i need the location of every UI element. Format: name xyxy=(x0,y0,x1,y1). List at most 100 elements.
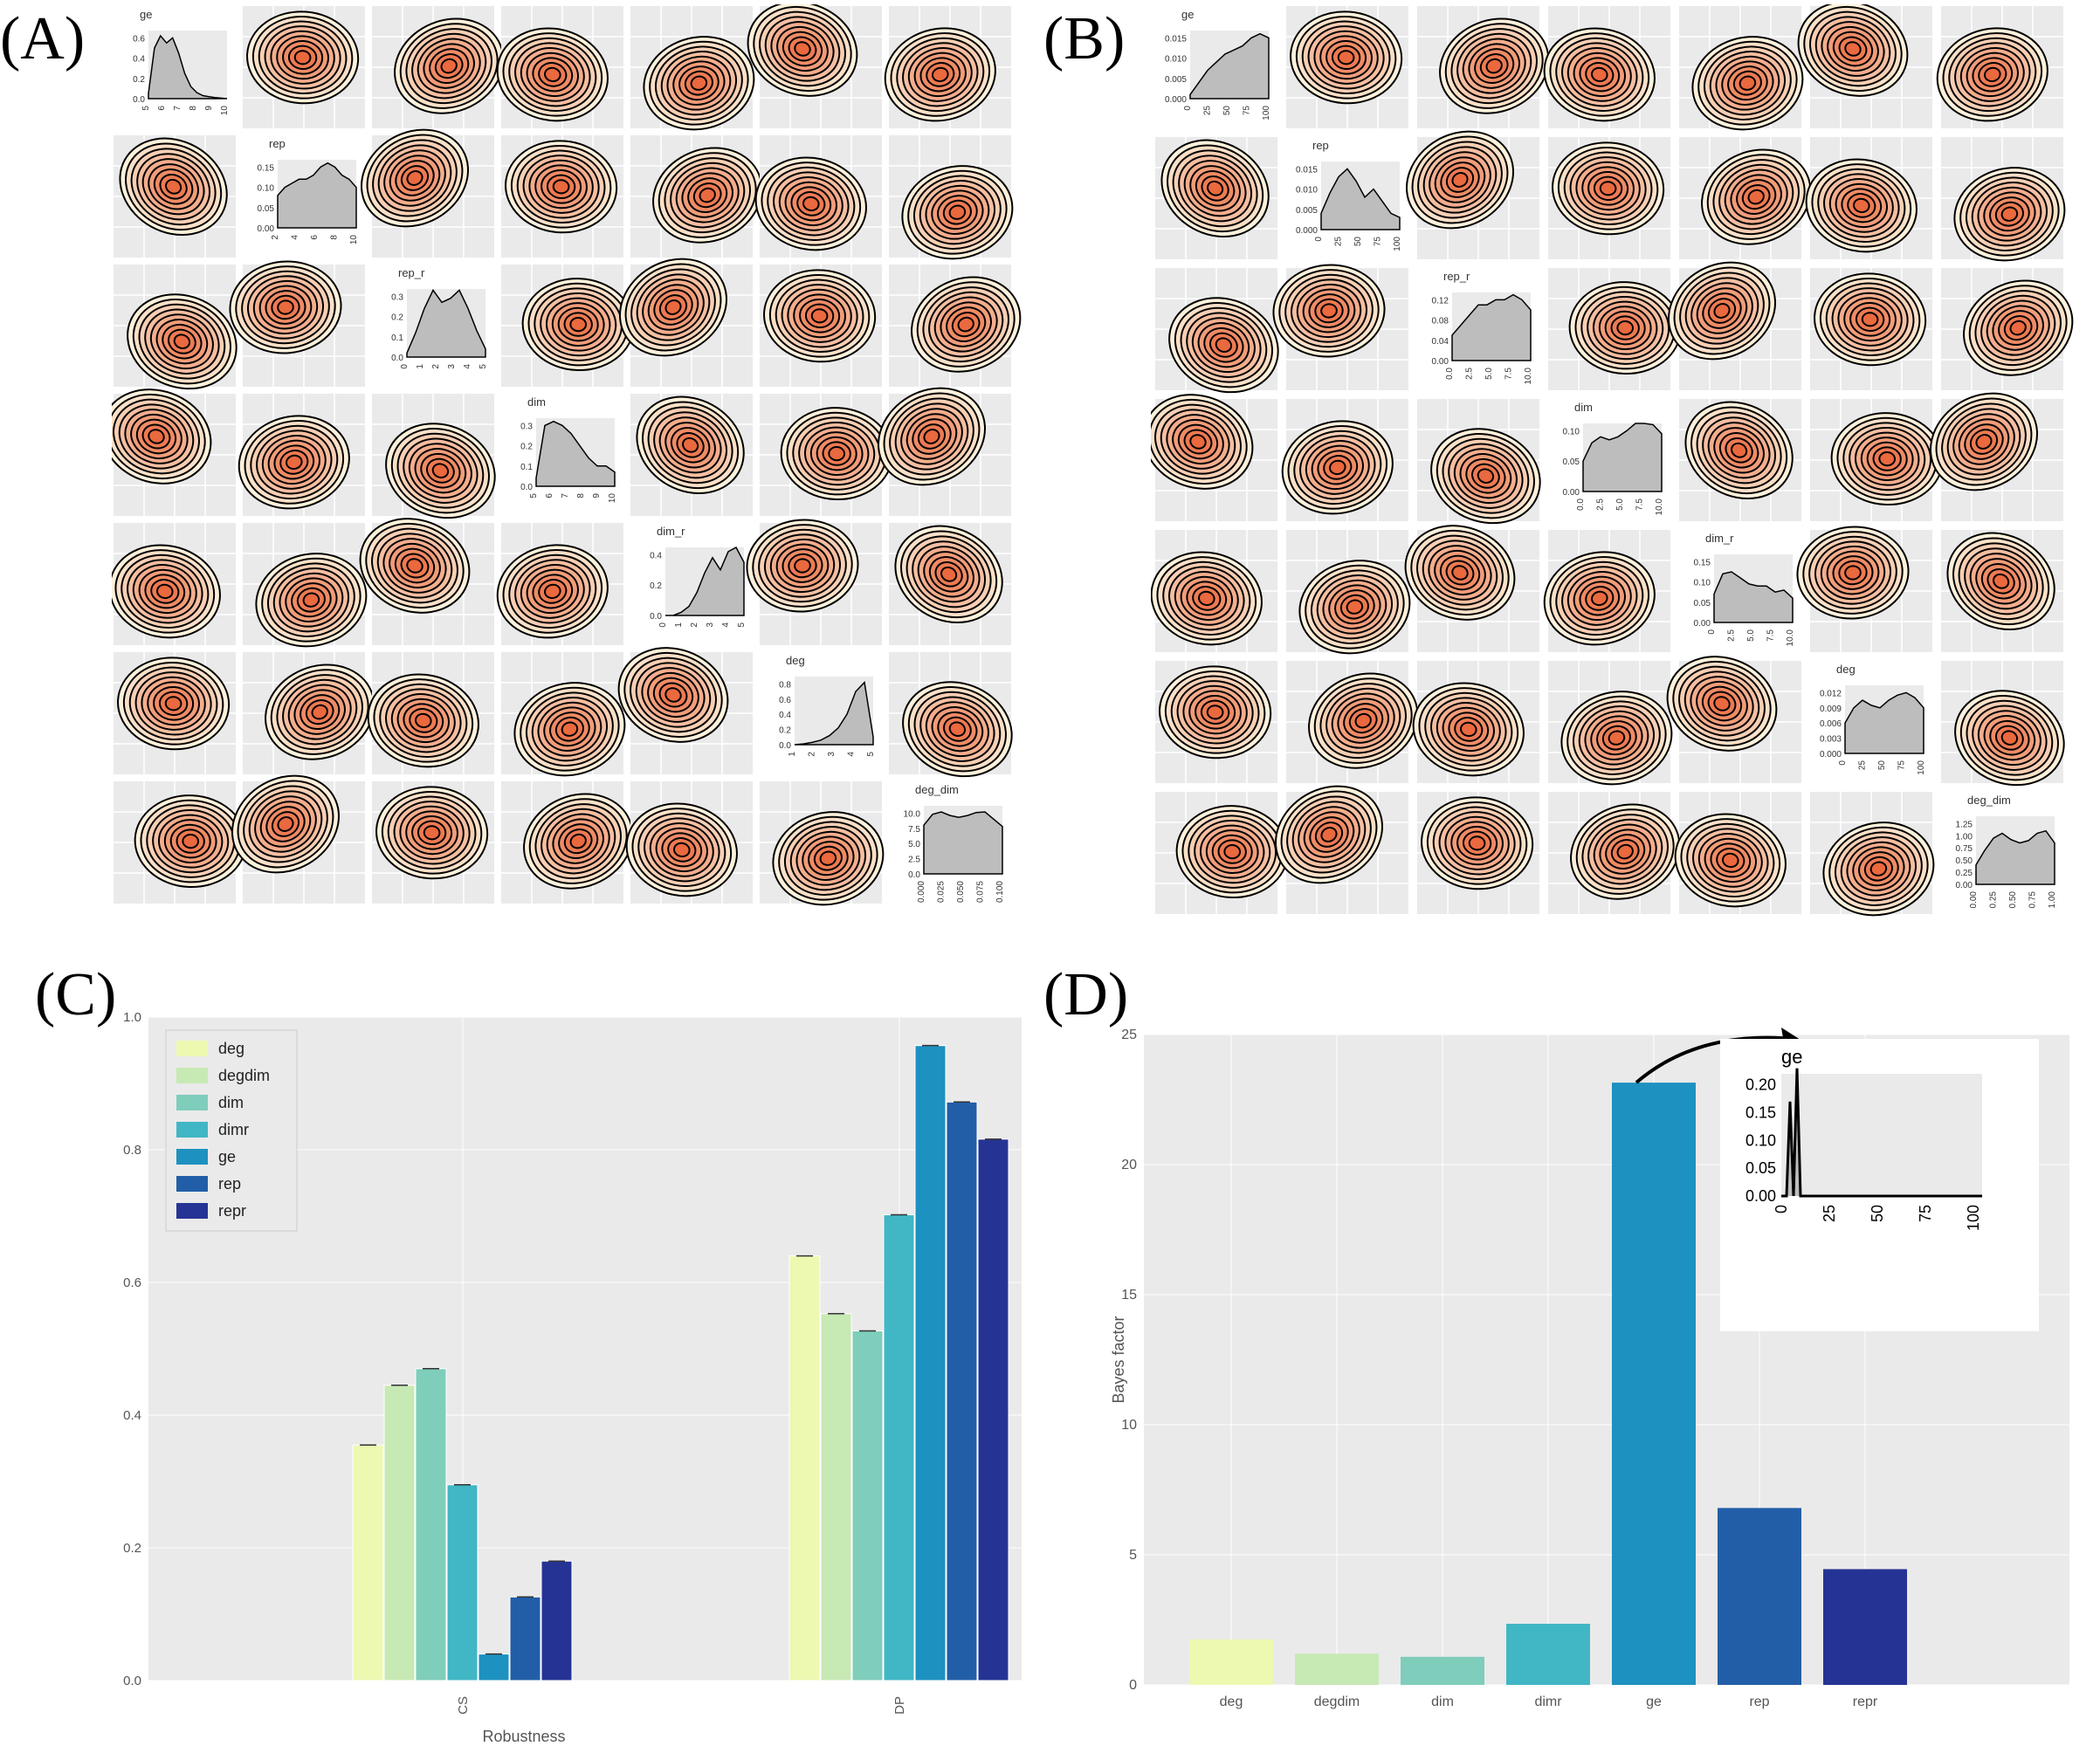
density-xtick: 3 xyxy=(706,622,715,628)
legend-label-repr: repr xyxy=(218,1202,246,1220)
matrix-cell-deg-deg: deg 0.8 0.6 0.4 0.2 0.01 2 3 4 5 xyxy=(779,654,876,757)
density-xtick: 0.050 xyxy=(956,881,966,903)
density-xtick: 0.0 xyxy=(1576,498,1586,511)
density-ytick: 0.0 xyxy=(133,95,145,105)
density-area xyxy=(1975,829,2055,885)
density-xtick: 0 xyxy=(400,364,410,369)
contour-ring xyxy=(1878,450,1897,467)
matrix-cell-ge-dim_r xyxy=(1679,6,1804,131)
y-tick-label: 0 xyxy=(1129,1678,1137,1693)
density-xtick: 5.0 xyxy=(1615,498,1625,511)
matrix-cell-deg-dim xyxy=(501,652,626,777)
panel-label-a: (A) xyxy=(0,5,86,72)
contour-ring xyxy=(1189,434,1207,450)
contour-ring xyxy=(544,583,561,600)
matrix-cell-dim_r-rep xyxy=(243,523,368,648)
matrix-cell-dim_r-rep_r xyxy=(1404,525,1539,652)
contour-ring xyxy=(415,712,432,729)
density-xtick: 0 xyxy=(1838,760,1848,766)
legend-swatch-rep xyxy=(176,1176,208,1192)
bar-chart-c: 0.0 0.2 0.4 0.6 0.8 1.0 CS DP Robustness deg degdi… xyxy=(123,1010,1022,1745)
bar-rep-CS xyxy=(509,1596,541,1681)
matrix-cell-dim-rep_r xyxy=(1417,399,1541,525)
contour-ring xyxy=(1223,843,1242,860)
density-ytick: 2.5 xyxy=(908,856,920,865)
matrix-cell-ge-rep xyxy=(1286,6,1408,128)
matrix-cell-dim_r-deg_dim xyxy=(889,523,1011,645)
density-xtick: 10.0 xyxy=(1655,498,1664,516)
inset-plot xyxy=(1781,1074,1982,1196)
matrix-cell-dim-dim: dim 0.3 0.2 0.1 0.05 6 7 8 9 10 xyxy=(520,395,617,503)
matrix-cell-ge-dim_r xyxy=(630,6,755,131)
matrix-cell-deg_dim-deg_dim: deg_dim 1.25 1.00 0.75 0.50 0.25 0.000.00 0.25 0… xyxy=(1956,794,2057,908)
legend-label-degdim: degdim xyxy=(218,1067,270,1084)
contour-ring xyxy=(1320,303,1338,319)
density-area xyxy=(1189,32,1270,100)
matrix-cell-deg-rep_r xyxy=(367,652,494,774)
matrix-cell-dim_r-dim_r: dim_r 0.4 0.2 0.00 1 2 3 4 5 xyxy=(650,525,747,628)
matrix-cell-ge-ge: ge 0.6 0.4 0.2 0.05 6 7 8 9 10 xyxy=(133,8,230,115)
density-xtick: 7.5 xyxy=(1504,368,1514,380)
density-xtick: 100 xyxy=(1393,237,1402,251)
density-ytick: 0.00 xyxy=(1694,619,1711,629)
matrix-cell-deg-rep xyxy=(243,652,375,774)
density-xtick: 75 xyxy=(1897,760,1907,771)
matrix-cell-dim-deg xyxy=(1810,399,1944,521)
legend-swatch-dim xyxy=(176,1095,208,1110)
matrix-cell-rep-dim xyxy=(1548,137,1670,259)
matrix-cell-dim-deg_dim xyxy=(1930,392,2063,521)
density-xtick: 4 xyxy=(463,364,472,369)
density-ytick: 10.0 xyxy=(904,809,921,819)
density-ytick: 0.15 xyxy=(258,163,275,173)
density-ytick: 0.05 xyxy=(1563,457,1580,467)
density-xtick: 6 xyxy=(157,106,167,111)
arrow-line xyxy=(1635,1035,1794,1084)
matrix-cell-deg_dim-rep_r xyxy=(1417,792,1539,914)
density-ytick: 0.00 xyxy=(1432,357,1449,367)
y-tick-label: 1.0 xyxy=(123,1010,141,1025)
matrix-cell-ge-dim xyxy=(1543,6,1670,128)
matrix-cell-rep_r-dim xyxy=(501,265,635,387)
density-xtick: 0.25 xyxy=(1989,891,1999,909)
density-ytick: 5.0 xyxy=(908,840,920,849)
matrix-cell-dim_r-rep xyxy=(1286,530,1411,655)
density-ytick: 0.2 xyxy=(391,313,403,323)
bar-rep-DP xyxy=(946,1101,978,1681)
matrix-cell-rep_r-dim_r xyxy=(619,258,753,387)
contour-ring xyxy=(1320,827,1338,842)
density-ytick: 0.4 xyxy=(133,55,145,65)
matrix-cell-ge-rep xyxy=(243,6,365,128)
density-ytick: 0.6 xyxy=(779,696,791,705)
matrix-cell-rep-ge xyxy=(114,135,236,258)
contour-ring xyxy=(1844,565,1862,581)
density-area xyxy=(1451,293,1532,361)
inset-ytick: 0.20 xyxy=(1745,1076,1776,1094)
matrix-cell-rep_r-rep xyxy=(229,260,365,387)
density-xtick: 0 xyxy=(1183,106,1193,111)
contour-ring xyxy=(156,583,174,600)
density-title: dim_r xyxy=(657,525,685,538)
density-xtick: 7 xyxy=(173,106,182,111)
contour-ring xyxy=(2009,320,2027,336)
bar-dim-CS xyxy=(415,1368,447,1681)
bar-dimr-DP xyxy=(883,1213,915,1681)
contour-ring xyxy=(286,454,303,471)
density-ytick: 0.000 xyxy=(1296,226,1318,236)
matrix-cell-rep_r-deg_dim xyxy=(889,265,1022,387)
density-title: rep_r xyxy=(398,266,425,279)
contour-ring xyxy=(948,721,967,737)
density-xtick: 9 xyxy=(204,106,214,111)
contour-ring xyxy=(1477,468,1495,484)
density-xtick: 10.0 xyxy=(1524,368,1533,385)
density-title: dim xyxy=(1574,401,1593,414)
matrix-cell-deg_dim-deg xyxy=(1810,792,1935,917)
density-ytick: 0.00 xyxy=(1956,881,1973,890)
matrix-cell-deg_dim-ge xyxy=(1155,792,1289,914)
bar-deg-CS xyxy=(352,1444,384,1681)
contour-ring xyxy=(1713,696,1731,712)
density-xtick: 5.0 xyxy=(1746,629,1756,642)
density-xtick: 0 xyxy=(1707,629,1717,635)
inset-xtick: 75 xyxy=(1917,1205,1934,1222)
density-xtick: 50 xyxy=(1222,106,1232,116)
